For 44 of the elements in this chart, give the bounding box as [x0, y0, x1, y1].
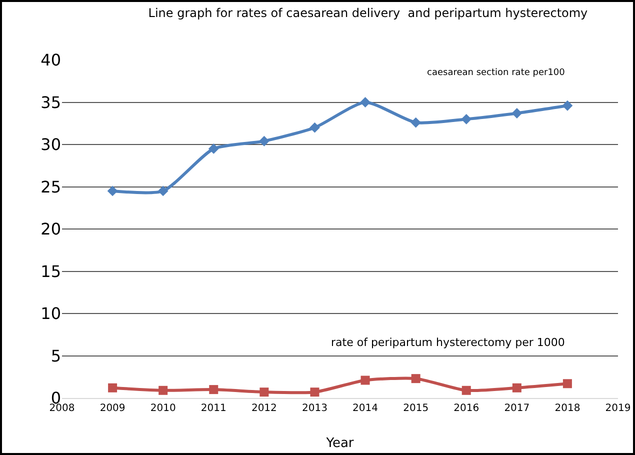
point: [462, 386, 471, 395]
y-tick-label: 15: [40, 262, 61, 281]
point: [512, 383, 522, 392]
point: [410, 117, 422, 128]
point: [562, 379, 572, 388]
y-tick-label: 10: [40, 304, 61, 324]
x-axis-title: Year: [325, 436, 354, 451]
point: [258, 136, 270, 146]
point: [260, 388, 269, 397]
point: [310, 388, 320, 397]
y-tick-label: 20: [40, 220, 61, 239]
x-tick-label: 2018: [554, 403, 580, 414]
point: [209, 385, 218, 394]
x-tick-label: 2008: [49, 403, 75, 414]
point: [411, 374, 420, 384]
y-tick-label: 40: [40, 50, 61, 70]
x-tick-label: 2017: [504, 403, 530, 414]
x-tick-label: 2012: [251, 403, 277, 414]
point: [208, 144, 219, 154]
x-tick-label: 2015: [403, 403, 429, 414]
point: [461, 114, 472, 124]
x-tick-label: 2013: [302, 403, 328, 414]
y-tick-label: 25: [40, 177, 61, 196]
point: [107, 186, 118, 196]
point: [360, 376, 370, 385]
x-tick-label: 2011: [200, 403, 226, 414]
x-tick-label: 2014: [352, 403, 378, 414]
point: [158, 386, 168, 395]
x-tick-label: 2019: [605, 403, 631, 414]
y-tick-label: 5: [50, 346, 61, 366]
point: [108, 383, 118, 392]
x-tick-label: 2010: [150, 403, 176, 414]
point: [562, 100, 573, 111]
chart-title: Line graph for rates of caesarean delivery and peripartum hysterectomy: [148, 6, 588, 20]
text: caesarean section rate per100: [427, 68, 566, 78]
point: [360, 97, 370, 108]
text: rate of peripartum hysterectomy per 1000: [331, 336, 565, 349]
y-tick-label: 30: [40, 135, 61, 154]
x-tick-label: 2016: [454, 403, 480, 414]
point: [310, 122, 320, 133]
x-tick-label: 2009: [100, 403, 126, 414]
y-tick-label: 35: [40, 92, 61, 112]
point: [512, 108, 522, 118]
point: [158, 186, 168, 196]
